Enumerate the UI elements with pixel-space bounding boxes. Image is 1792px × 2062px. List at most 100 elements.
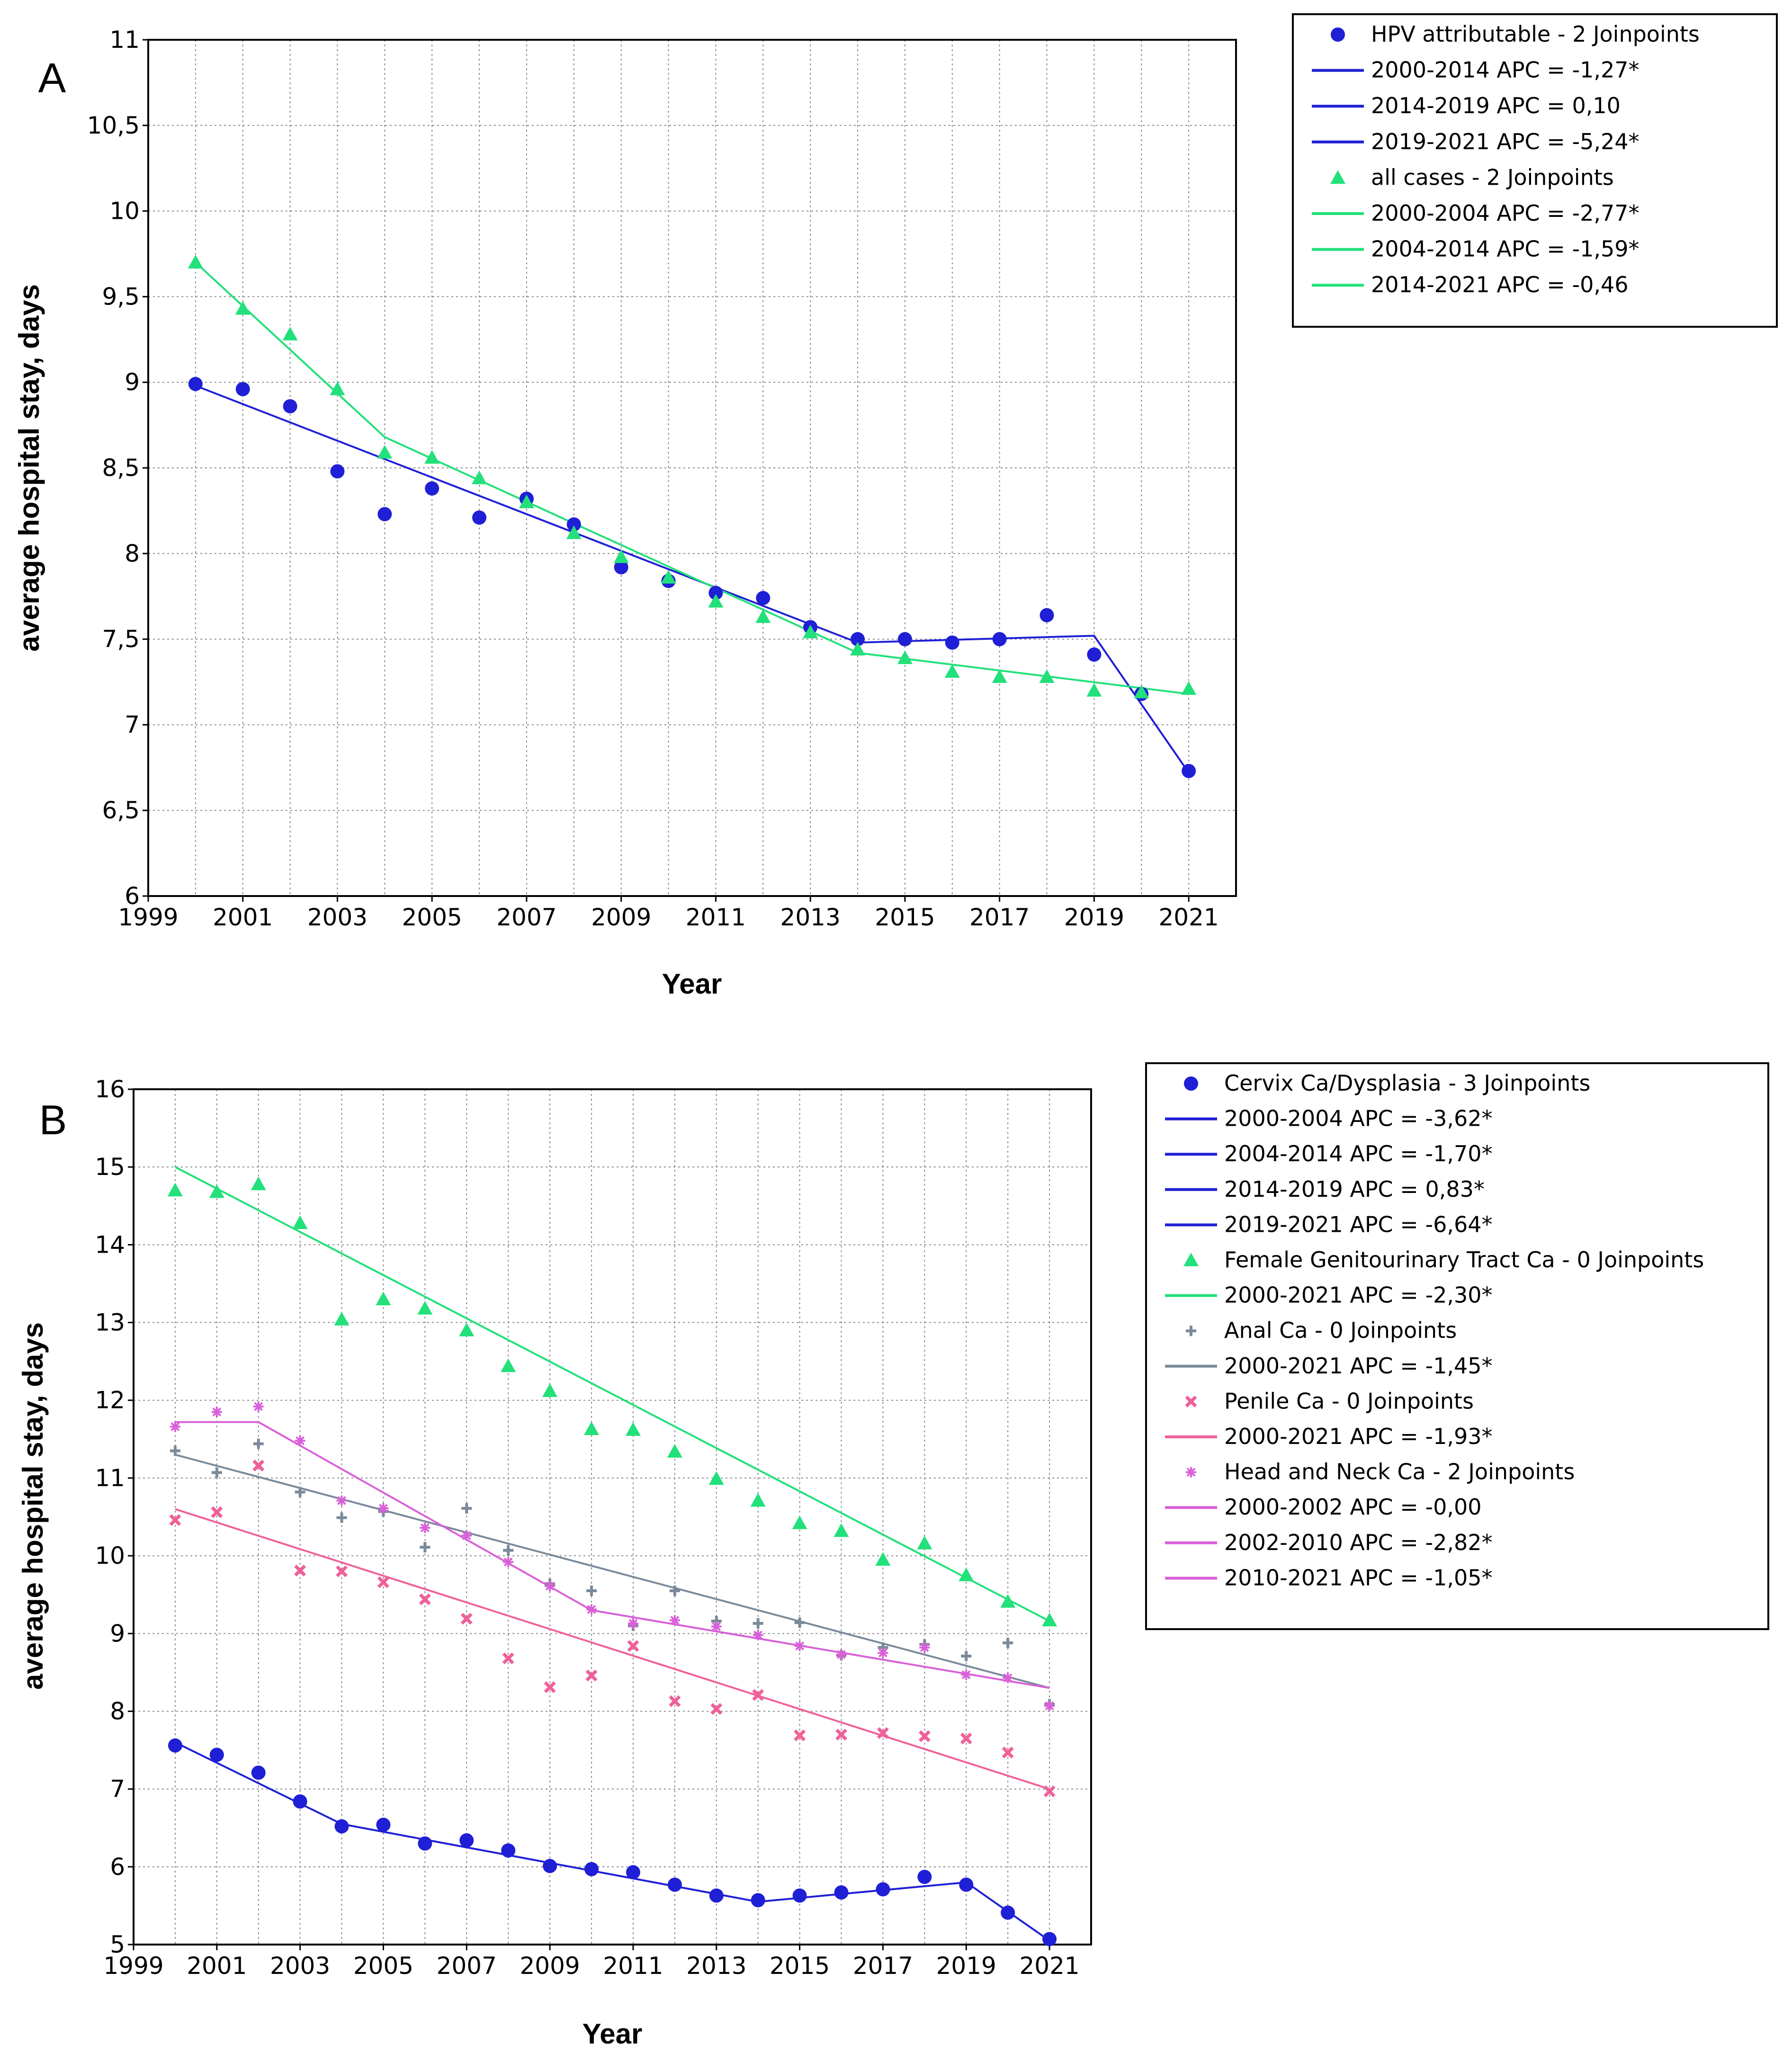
legend-marker (1183, 1253, 1199, 1266)
legend-series-label: Cervix Ca/Dysplasia - 3 Joinpoints (1224, 1070, 1590, 1096)
data-point (1087, 647, 1102, 662)
data-point (519, 494, 534, 509)
data-point (708, 1471, 724, 1485)
y-tick-label: 7,5 (102, 626, 140, 653)
data-point (794, 1617, 805, 1628)
data-point (169, 1514, 181, 1526)
data-point (330, 464, 345, 479)
x-tick-label: 2017 (969, 904, 1030, 931)
data-point (334, 1819, 349, 1834)
x-tick-label: 2001 (187, 1952, 247, 1980)
data-point (461, 1530, 472, 1541)
data-point (667, 1444, 682, 1458)
data-point (878, 1648, 888, 1659)
data-point (376, 1291, 391, 1306)
data-point (850, 642, 866, 656)
legend-segment-label: 2014-2021 APC = -0,46 (1371, 272, 1629, 297)
y-tick-label: 12 (95, 1387, 125, 1414)
data-point (472, 470, 487, 484)
x-tick-label: 2021 (1159, 904, 1219, 931)
data-point (503, 1545, 514, 1556)
series-fit-line (175, 1421, 1050, 1689)
data-point (585, 1669, 598, 1682)
legend-segment-label: 2010-2021 APC = -1,05* (1224, 1565, 1493, 1590)
data-point (834, 1885, 849, 1900)
data-point (209, 1748, 224, 1762)
data-point (851, 632, 865, 646)
data-point (188, 377, 203, 391)
data-point (961, 1650, 972, 1661)
data-point (876, 1882, 890, 1897)
legend-marker (1185, 1395, 1197, 1408)
data-point (503, 1557, 514, 1568)
x-tick-label: 2021 (1019, 1952, 1079, 1980)
y-tick-label: 10 (109, 197, 140, 225)
legend-marker (1330, 170, 1345, 184)
data-point (836, 1649, 847, 1660)
legend-segment-label: 2004-2014 APC = -1,70* (1224, 1141, 1493, 1166)
data-point (209, 1184, 224, 1198)
data-point (420, 1522, 430, 1533)
data-point (1181, 681, 1197, 695)
legend-series-label: Head and Neck Ca - 2 Joinpoints (1224, 1459, 1575, 1485)
data-point (1039, 669, 1055, 683)
data-point (545, 1581, 556, 1592)
data-point (1039, 608, 1054, 622)
data-point (586, 1585, 597, 1596)
data-point (960, 1732, 972, 1745)
legend-marker (1186, 1326, 1196, 1336)
x-tick-label: 2005 (402, 904, 462, 931)
data-point (753, 1630, 763, 1641)
y-tick-label: 9 (110, 1620, 125, 1647)
x-tick-label: 2003 (270, 1952, 330, 1980)
data-point (711, 1621, 722, 1632)
data-point (170, 1421, 180, 1432)
x-tick-label: 2007 (496, 904, 556, 931)
y-tick-label: 13 (95, 1309, 125, 1336)
data-point (792, 1515, 807, 1529)
data-point (584, 1421, 600, 1435)
data-point (425, 481, 439, 496)
data-point (708, 585, 723, 600)
x-tick-label: 1999 (103, 1952, 163, 1980)
y-tick-label: 15 (95, 1153, 125, 1181)
x-tick-label: 2015 (875, 904, 935, 931)
y-tick-label: 6 (110, 1853, 125, 1881)
x-tick-label: 2015 (770, 1952, 830, 1980)
panel-b: 1999 2001 2003 2005 2007 2009 2011 2013 2015 2017… (17, 1062, 1769, 2050)
series-fit-line (195, 261, 1189, 695)
data-point (627, 1640, 639, 1652)
data-point (897, 650, 913, 664)
legend-segment-label: 2014-2019 APC = 0,10 (1371, 93, 1621, 118)
data-point (235, 301, 251, 315)
data-point (669, 1615, 680, 1626)
data-point (459, 1833, 474, 1847)
y-tick-label: 11 (109, 26, 140, 54)
data-point (1003, 1637, 1013, 1648)
y-tick-label: 16 (95, 1076, 125, 1103)
data-point (420, 1542, 430, 1553)
data-point (293, 1794, 307, 1809)
x-tick-label: 2011 (603, 1952, 663, 1980)
data-point (336, 1495, 347, 1506)
data-point (292, 1215, 308, 1229)
data-point (959, 1568, 974, 1581)
panel-a: 1999 2001 2003 2005 2007 2009 2011 2013 2015 2017… (13, 13, 1778, 1000)
data-point (917, 1535, 932, 1550)
y-tick-label: 6,5 (102, 797, 140, 824)
data-point (1086, 683, 1102, 697)
data-point (944, 664, 960, 678)
data-point (661, 570, 676, 584)
data-point (586, 1604, 597, 1615)
data-point (282, 326, 298, 341)
data-point (709, 1888, 724, 1903)
data-point (418, 1836, 432, 1851)
x-tick-label: 2003 (307, 904, 367, 931)
y-tick-label: 10,5 (87, 112, 140, 139)
legend-box (1292, 13, 1778, 328)
data-point (461, 1503, 472, 1514)
data-point (584, 1862, 599, 1876)
data-point (460, 1613, 473, 1625)
data-point (253, 1438, 264, 1449)
